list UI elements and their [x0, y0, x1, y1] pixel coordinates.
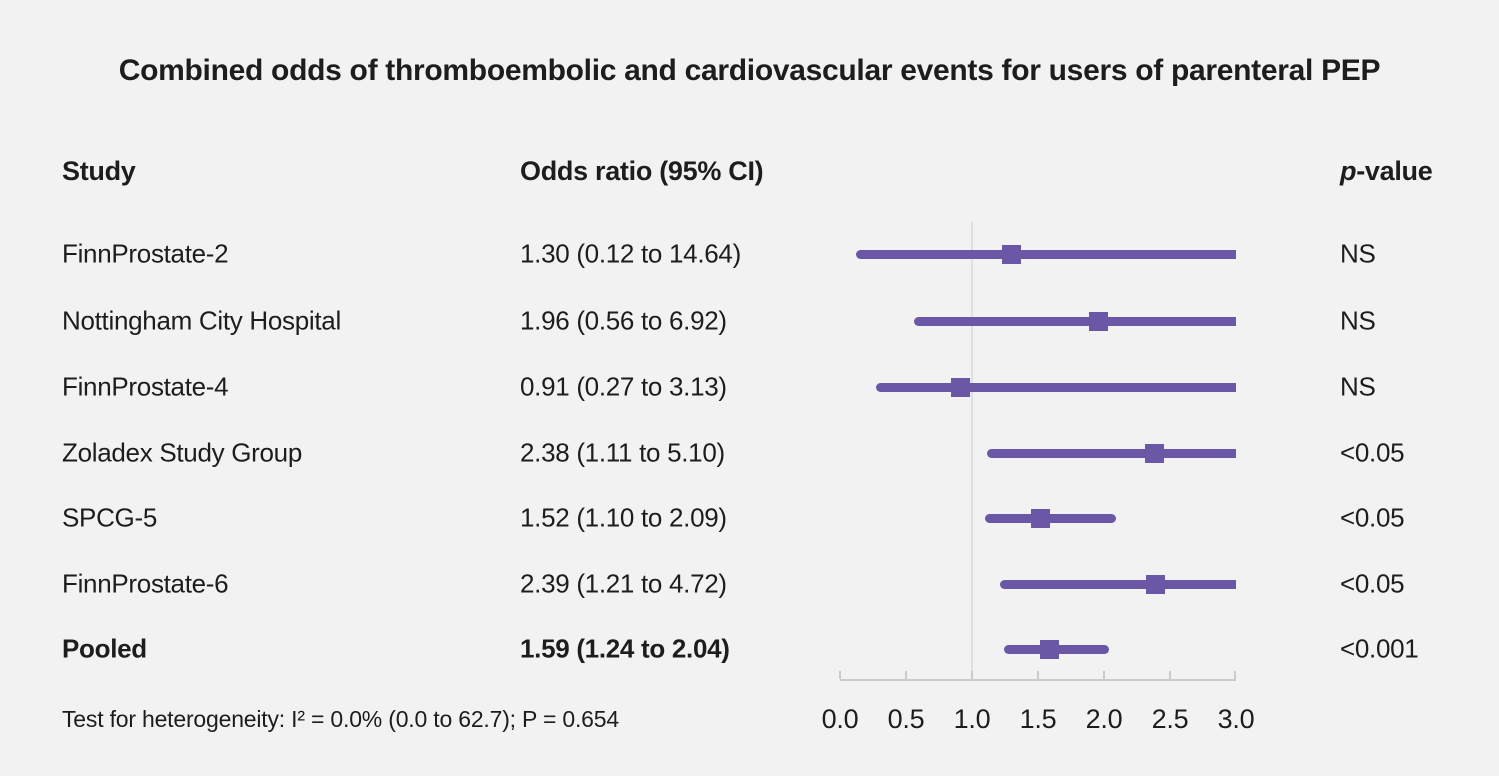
axis-tick: [971, 671, 973, 679]
axis-tick-label: 1.0: [953, 704, 991, 734]
heterogeneity-note: Test for heterogeneity: I² = 0.0% (0.0 t…: [62, 706, 619, 732]
ci-line: [855, 249, 1236, 259]
study-label: SPCG-5: [62, 502, 158, 533]
point-estimate-marker: [1089, 311, 1109, 331]
point-estimate-marker: [1144, 443, 1164, 463]
ci-line: [913, 316, 1236, 326]
point-estimate-marker: [1145, 574, 1165, 594]
point-estimate-marker: [1031, 508, 1051, 528]
odds-ratio-ci-label: 0.91 (0.27 to 3.13): [520, 371, 727, 402]
column-header-p-value: p-value: [1340, 156, 1433, 187]
column-header-study: Study: [62, 156, 136, 186]
point-estimate-marker: [1040, 639, 1060, 659]
odds-ratio-ci-label: 2.39 (1.21 to 4.72): [520, 568, 727, 599]
odds-ratio-ci-label: 1.59 (1.24 to 2.04): [520, 633, 730, 664]
p-value-label: NS: [1340, 305, 1376, 336]
ci-line: [999, 579, 1236, 589]
reference-line-at-1: [971, 222, 973, 680]
axis-tick-label: 0.5: [887, 704, 925, 734]
point-estimate-marker: [950, 377, 970, 397]
p-value-label: <0.05: [1340, 437, 1405, 468]
ci-line: [875, 382, 1236, 392]
axis-tick-label: 0.0: [821, 704, 859, 734]
odds-ratio-ci-label: 1.52 (1.10 to 2.09): [520, 502, 727, 533]
study-label: Nottingham City Hospital: [62, 305, 341, 336]
study-label: FinnProstate-4: [62, 371, 229, 402]
axis-tick-label: 2.5: [1151, 704, 1189, 734]
axis-tick: [1037, 671, 1039, 679]
p-value-header-rest: -value: [1356, 156, 1433, 186]
x-axis-line: [840, 679, 1236, 681]
p-value-label: <0.05: [1340, 568, 1405, 599]
study-label: Pooled: [62, 633, 147, 664]
odds-ratio-ci-label: 1.96 (0.56 to 6.92): [520, 305, 727, 336]
axis-tick-label: 1.5: [1019, 704, 1057, 734]
study-label: FinnProstate-2: [62, 238, 229, 269]
odds-ratio-ci-label: 2.38 (1.11 to 5.10): [520, 437, 725, 468]
axis-tick: [1169, 671, 1171, 679]
p-value-label: NS: [1340, 238, 1376, 269]
study-label: FinnProstate-6: [62, 568, 229, 599]
study-label: Zoladex Study Group: [62, 437, 302, 468]
figure-title: Combined odds of thromboembolic and card…: [118, 54, 1381, 87]
axis-tick: [1103, 671, 1105, 679]
axis-tick: [905, 671, 907, 679]
axis-tick: [1234, 671, 1236, 679]
odds-ratio-ci-label: 1.30 (0.12 to 14.64): [520, 238, 741, 269]
ci-line: [986, 448, 1236, 458]
point-estimate-marker: [1002, 244, 1022, 264]
p-value-label: <0.001: [1340, 633, 1419, 664]
axis-tick-label: 2.0: [1085, 704, 1123, 734]
column-header-odds-ratio: Odds ratio (95% CI): [520, 156, 764, 186]
ci-line: [985, 513, 1116, 523]
axis-tick-label: 3.0: [1217, 704, 1255, 734]
p-value-label: NS: [1340, 371, 1376, 402]
p-value-header-italic-p: p: [1340, 156, 1357, 186]
axis-tick: [839, 671, 841, 679]
p-value-label: <0.05: [1340, 502, 1405, 533]
